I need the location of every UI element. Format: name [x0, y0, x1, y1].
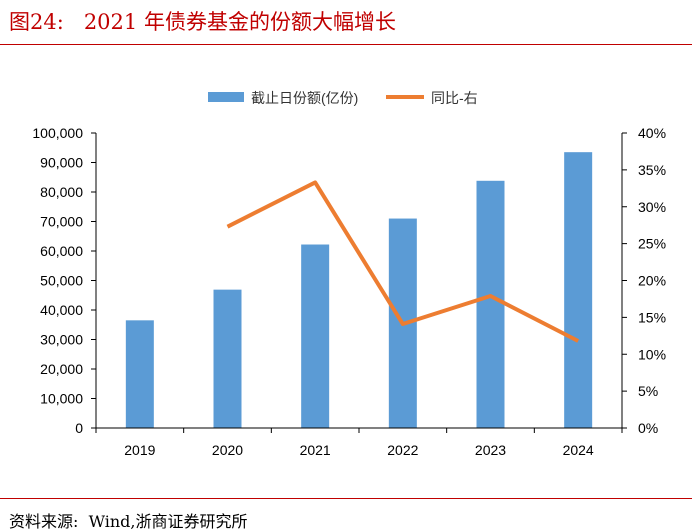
right-tick-label: 30% — [638, 199, 666, 215]
left-tick-label: 30,000 — [40, 332, 83, 348]
right-axis: 0% 5% 10% 15% 20% 25% 30% 35% 40% — [622, 125, 666, 436]
x-tick-label: 2023 — [475, 442, 506, 458]
bar-2023 — [477, 181, 505, 428]
legend: 截止日份额(亿份) 同比-右 — [208, 90, 478, 106]
x-tick-label: 2022 — [387, 442, 418, 458]
left-tick-label: 100,000 — [32, 125, 83, 141]
right-tick-label: 15% — [638, 309, 666, 325]
right-tick-label: 40% — [638, 125, 666, 141]
left-axis: 0 10,000 20,000 30,000 40,000 50,000 60,000 70,… — [32, 125, 96, 436]
right-tick-label: 35% — [638, 162, 666, 178]
right-tick-label: 25% — [638, 236, 666, 252]
legend-line-label: 同比-右 — [431, 90, 478, 106]
left-tick-label: 70,000 — [40, 214, 83, 230]
left-tick-label: 0 — [75, 420, 83, 436]
x-tick-label: 2021 — [300, 442, 331, 458]
x-tick-label: 2024 — [563, 442, 594, 458]
bar-2020 — [214, 290, 242, 428]
right-tick-label: 0% — [638, 420, 658, 436]
x-axis: 2019 2020 2021 2022 2023 2024 — [96, 428, 622, 458]
left-tick-label: 80,000 — [40, 184, 83, 200]
left-tick-label: 90,000 — [40, 155, 83, 171]
right-tick-label: 20% — [638, 273, 666, 289]
left-tick-label: 40,000 — [40, 302, 83, 318]
left-tick-label: 20,000 — [40, 361, 83, 377]
bar-2024 — [564, 152, 592, 428]
x-tick-label: 2020 — [212, 442, 243, 458]
left-tick-label: 10,000 — [40, 391, 83, 407]
left-tick-label: 50,000 — [40, 273, 83, 289]
left-tick-label: 60,000 — [40, 243, 83, 259]
x-tick-label: 2019 — [124, 442, 155, 458]
bar-2019 — [126, 320, 154, 428]
legend-bar-swatch — [208, 92, 244, 102]
right-tick-label: 10% — [638, 346, 666, 362]
source-note: 资料来源: Wind,浙商证券研究所 — [9, 508, 247, 532]
legend-bar-label: 截止日份额(亿份) — [251, 90, 358, 106]
right-tick-label: 5% — [638, 383, 658, 399]
bar-series — [126, 152, 592, 428]
bottom-rule — [0, 498, 692, 499]
bar-2021 — [301, 245, 329, 428]
